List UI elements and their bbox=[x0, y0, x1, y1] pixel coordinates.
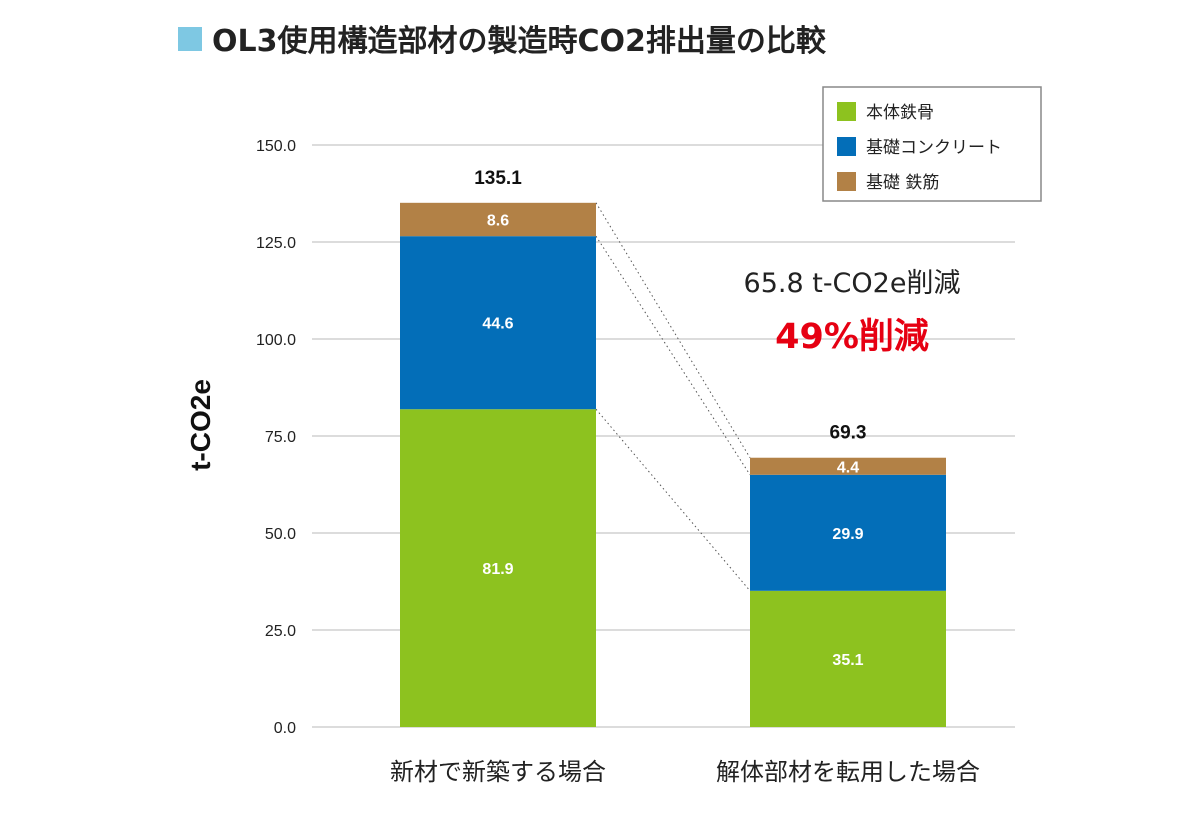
legend-swatch bbox=[837, 137, 856, 156]
connector-line bbox=[595, 408, 751, 592]
category-labels: 新材で新築する場合 解体部材を転用した場合 bbox=[390, 758, 980, 786]
legend-label: 本体鉄骨 bbox=[866, 103, 934, 123]
segment-label: 35.1 bbox=[832, 652, 863, 669]
bar-segment bbox=[750, 590, 946, 727]
chart-title: OL3使用構造部材の製造時CO2排出量の比較 bbox=[212, 24, 827, 59]
title-square-icon bbox=[178, 27, 202, 51]
bar-segment bbox=[750, 457, 946, 475]
segment-label: 81.9 bbox=[482, 561, 513, 578]
segment-label: 8.6 bbox=[487, 212, 509, 229]
y-tick-label: 75.0 bbox=[265, 429, 296, 446]
segment-labels: 81.9 44.6 8.6 35.1 29.9 4.4 bbox=[482, 212, 863, 668]
y-tick-label: 50.0 bbox=[265, 526, 296, 543]
legend-swatch bbox=[837, 172, 856, 191]
y-tick-label: 0.0 bbox=[274, 720, 296, 737]
y-axis-label: t-CO2e bbox=[185, 379, 216, 471]
category-label: 新材で新築する場合 bbox=[390, 758, 606, 786]
legend-swatch bbox=[837, 102, 856, 121]
total-labels: 135.1 69.3 bbox=[474, 168, 866, 444]
total-label: 69.3 bbox=[830, 423, 867, 444]
bars bbox=[400, 202, 946, 727]
bar-segment bbox=[400, 409, 596, 727]
segment-label: 44.6 bbox=[482, 316, 513, 333]
total-label: 135.1 bbox=[474, 168, 522, 189]
y-tick-labels: 0.0 25.0 50.0 75.0 100.0 125.0 150.0 bbox=[256, 138, 296, 737]
legend-label: 基礎コンクリート bbox=[866, 138, 1002, 158]
y-tick-label: 150.0 bbox=[256, 138, 296, 155]
segment-label: 4.4 bbox=[837, 459, 859, 476]
connector-lines bbox=[595, 202, 751, 592]
bar-segment bbox=[750, 474, 946, 591]
connector-line bbox=[595, 235, 751, 476]
bar-segment bbox=[400, 236, 596, 410]
segment-label: 29.9 bbox=[832, 526, 863, 543]
category-label: 解体部材を転用した場合 bbox=[716, 758, 980, 786]
reduction-amount-annotation: 65.8 t-CO2e削減 bbox=[744, 268, 961, 299]
legend-label: 基礎 鉄筋 bbox=[866, 173, 939, 193]
bar-segment bbox=[400, 202, 596, 237]
reduction-percent-annotation: 49%削減 bbox=[775, 317, 929, 357]
connector-line bbox=[595, 202, 751, 458]
y-tick-label: 125.0 bbox=[256, 235, 296, 252]
y-tick-label: 25.0 bbox=[265, 623, 296, 640]
legend-box bbox=[822, 86, 1042, 202]
y-tick-label: 100.0 bbox=[256, 332, 296, 349]
